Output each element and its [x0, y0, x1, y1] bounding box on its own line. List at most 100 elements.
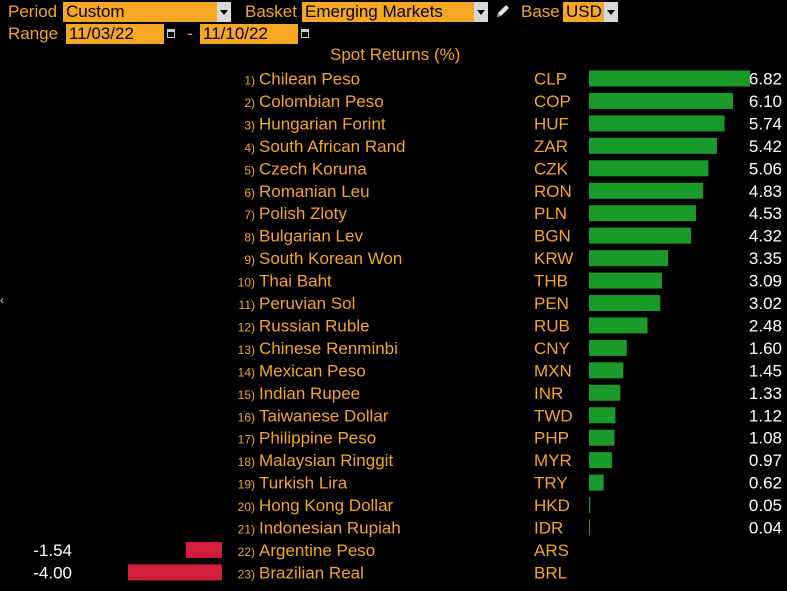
bar	[589, 272, 662, 289]
currency-code: BRL	[534, 563, 567, 582]
bar	[589, 205, 696, 222]
currency-code: PLN	[534, 204, 567, 223]
data-label: 1.33	[749, 384, 782, 403]
rank-label: 3)	[244, 118, 255, 132]
currency-code: MYR	[534, 451, 572, 470]
rank-label: 4)	[244, 141, 255, 155]
currency-code: CZK	[534, 159, 569, 178]
data-label: 0.04	[749, 519, 782, 538]
bar	[589, 227, 691, 244]
currency-code: ZAR	[534, 137, 568, 156]
currency-name: Russian Ruble	[259, 316, 370, 335]
range-start-input[interactable]: 11/03/22	[66, 24, 164, 44]
bar	[589, 295, 661, 311]
data-label: 0.05	[749, 496, 782, 515]
currency-code: PHP	[534, 429, 569, 448]
currency-name: Thai Baht	[259, 272, 332, 291]
data-label: 0.97	[749, 451, 782, 470]
data-label: 4.83	[749, 182, 782, 201]
currency-code: MXN	[534, 361, 572, 380]
base-select[interactable]: USD	[563, 2, 604, 22]
data-label: 1.45	[749, 361, 782, 380]
range-separator: -	[187, 24, 193, 43]
rank-label: 23)	[238, 567, 255, 581]
bar	[589, 317, 648, 334]
bar	[589, 115, 725, 132]
rank-label: 15)	[238, 388, 255, 402]
currency-name: Peruvian Sol	[259, 294, 355, 313]
data-label: 2.48	[749, 316, 782, 335]
currency-name: Philippine Peso	[259, 429, 376, 448]
bar	[589, 137, 717, 154]
data-label: 6.82	[749, 70, 782, 89]
currency-name: Colombian Peso	[259, 92, 384, 111]
data-label: -4.00	[33, 563, 72, 582]
currency-name: Czech Koruna	[259, 159, 367, 178]
rank-label: 16)	[238, 410, 255, 424]
currency-code: RUB	[534, 316, 570, 335]
currency-name: Brazilian Real	[259, 563, 364, 582]
rank-label: 22)	[238, 545, 255, 559]
bar	[589, 362, 624, 379]
rank-label: 7)	[244, 208, 255, 222]
basket-dropdown-icon[interactable]	[474, 2, 488, 22]
pencil-icon[interactable]	[495, 3, 511, 19]
data-label: 5.74	[749, 114, 782, 133]
bar	[185, 541, 222, 558]
resize-handle-icon[interactable]: ‹	[0, 293, 4, 307]
rank-label: 13)	[238, 343, 255, 357]
currency-name: Hungarian Forint	[259, 114, 386, 133]
data-label: 0.62	[749, 474, 782, 493]
rank-label: 2)	[244, 96, 255, 110]
period-dropdown-icon[interactable]	[217, 2, 231, 22]
rank-label: 14)	[238, 365, 255, 379]
bar	[589, 70, 750, 87]
currency-code: CNY	[534, 339, 570, 358]
base-dropdown-icon[interactable]	[604, 2, 618, 22]
range-end-input[interactable]: 11/10/22	[200, 24, 298, 44]
currency-name: Indonesian Rupiah	[259, 519, 401, 538]
data-label: 4.32	[749, 227, 782, 246]
currency-name: Indian Rupee	[259, 384, 360, 403]
currency-name: Turkish Lira	[259, 474, 348, 493]
bar	[589, 474, 604, 491]
currency-code: BGN	[534, 227, 571, 246]
currency-name: Malaysian Ringgit	[259, 451, 393, 470]
chart-title: Spot Returns (%)	[330, 45, 461, 64]
base-label: Base	[521, 2, 560, 21]
currency-code: INR	[534, 384, 563, 403]
calendar-icon[interactable]	[164, 24, 178, 44]
rank-label: 9)	[244, 253, 255, 267]
bar	[589, 452, 612, 469]
rank-label: 8)	[244, 231, 255, 245]
data-label: 5.06	[749, 159, 782, 178]
data-label: 1.60	[749, 339, 782, 358]
currency-code: ARS	[534, 541, 569, 560]
calendar-icon[interactable]	[298, 24, 312, 44]
period-select[interactable]: Custom	[63, 2, 217, 22]
data-label: -1.54	[33, 541, 72, 560]
rank-label: 6)	[244, 186, 255, 200]
rank-label: 1)	[244, 74, 255, 88]
currency-code: COP	[534, 92, 571, 111]
basket-label: Basket	[245, 2, 297, 21]
currency-code: HUF	[534, 114, 569, 133]
currency-name: Argentine Peso	[259, 541, 375, 560]
rank-label: 19)	[238, 478, 255, 492]
rank-label: 5)	[244, 163, 255, 177]
data-label: 3.09	[749, 272, 782, 291]
data-label: 3.35	[749, 249, 782, 268]
currency-name: Chilean Peso	[259, 70, 360, 89]
bar	[589, 160, 709, 177]
currency-code: PEN	[534, 294, 569, 313]
currency-code: KRW	[534, 249, 573, 268]
currency-code: HKD	[534, 496, 570, 515]
rank-label: 11)	[239, 298, 255, 312]
currency-name: Bulgarian Lev	[259, 227, 363, 246]
currency-name: Chinese Renminbi	[259, 339, 398, 358]
bar	[589, 182, 704, 199]
data-label: 3.02	[749, 294, 782, 313]
basket-select[interactable]: Emerging Markets	[302, 2, 474, 22]
bar	[128, 564, 222, 581]
